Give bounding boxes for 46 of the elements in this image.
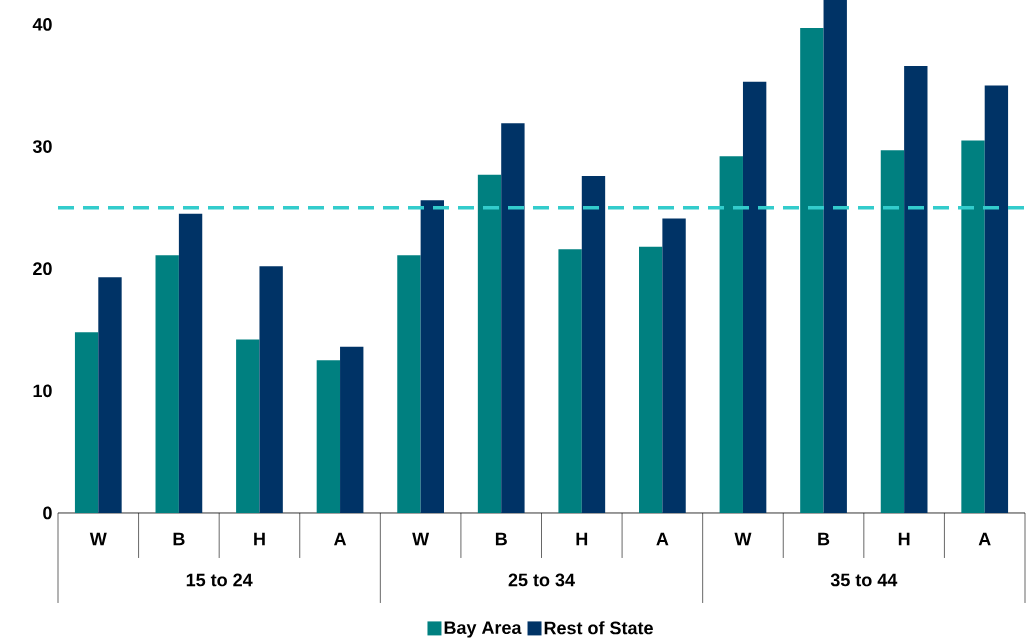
x-tick-label: B: [495, 532, 507, 546]
x-tick-label: A: [978, 532, 991, 546]
bar: [719, 156, 743, 513]
bar: [501, 123, 525, 513]
bar: [662, 218, 686, 513]
bar: [961, 140, 985, 513]
bar: [74, 332, 99, 513]
x-tick-label: B: [173, 532, 185, 546]
bar: [178, 213, 203, 513]
bar: [880, 150, 905, 513]
bar: [316, 360, 341, 513]
bar: [823, 0, 847, 513]
text: 15 to 24: [186, 573, 253, 587]
bar: [420, 200, 444, 513]
x-tick-label: B: [818, 532, 830, 546]
legend-label: Bay Area: [444, 621, 522, 638]
y-tick-label: 20: [33, 262, 52, 276]
x-tick-label: A: [656, 532, 669, 546]
bar: [259, 266, 283, 513]
bar: [155, 255, 179, 513]
bar: [397, 255, 421, 513]
legend-label: Rest of State: [544, 621, 653, 635]
bar: [639, 246, 663, 513]
bar: [558, 249, 582, 513]
bar: [98, 277, 122, 513]
x-tick-label: W: [412, 532, 430, 546]
x-tick-label: H: [576, 532, 588, 546]
y-tick-label: 40: [32, 18, 52, 31]
bar: [236, 339, 260, 513]
bar: [904, 65, 928, 513]
text: 35 to 44: [830, 573, 898, 587]
bar: [477, 174, 502, 513]
bar: [984, 85, 1009, 513]
y-tick-label: 0: [43, 506, 52, 520]
x-tick-label: W: [734, 532, 752, 546]
y-tick-label: 30: [32, 140, 52, 153]
bar: [800, 28, 824, 513]
bar: [340, 346, 364, 513]
x-tick-label: W: [89, 532, 107, 546]
bar: [581, 175, 606, 513]
x-tick-label: A: [334, 532, 347, 546]
y-tick-label: 10: [33, 384, 52, 398]
x-tick-label: H: [254, 532, 265, 546]
bar: [742, 81, 767, 513]
text: 25 to 34: [508, 573, 575, 587]
x-tick-label: H: [898, 532, 910, 546]
